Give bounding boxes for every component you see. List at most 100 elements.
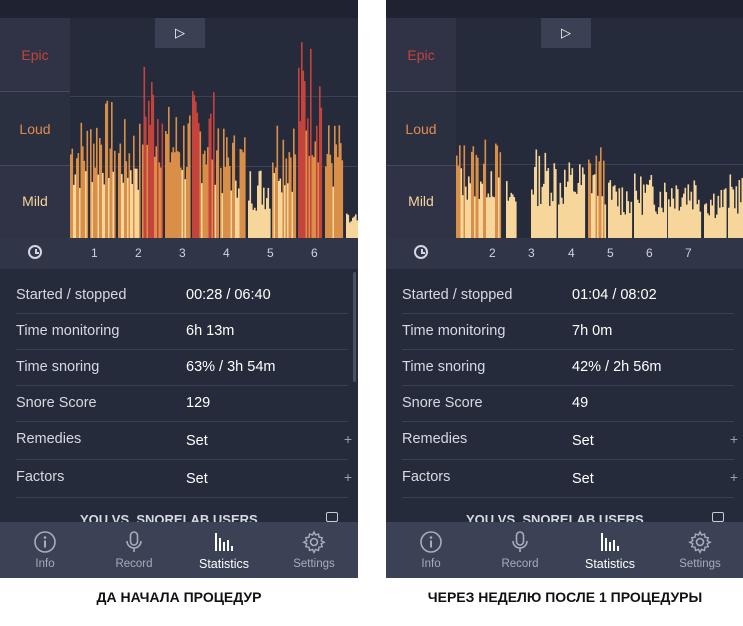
waveform-bar [158,162,161,238]
waveform-bar [634,173,636,238]
waveform-bar [561,197,563,238]
play-button[interactable]: ▷ [155,18,205,48]
scrollbar[interactable] [353,272,356,382]
waveform-bar [338,125,341,238]
waveform-bar [643,184,645,238]
waveform-bar [719,207,721,238]
stat-value: 6h 13m [186,323,235,339]
waveform-bar [279,178,282,238]
waveform-bar [127,177,129,238]
remedies-row[interactable]: Remedies Set + [402,421,738,460]
waveform-bar [205,164,208,238]
add-icon[interactable]: + [343,469,352,485]
waveform-bar [235,180,237,238]
waveform-bar [177,151,179,238]
waveform-bar [456,155,458,238]
share-icon[interactable] [712,512,724,522]
tab-info[interactable]: Info [386,522,476,578]
remedies-set-link[interactable]: Set [572,433,594,449]
waveform-bar [689,200,691,238]
waveform-bar [282,139,285,238]
waveform-bar [588,159,590,238]
waveform-bar [686,204,688,238]
add-icon[interactable]: + [729,431,738,447]
waveform-bar [707,213,709,238]
waveform-bar [169,162,172,238]
tab-record[interactable]: Record [89,522,179,578]
waveform-bar [603,160,605,238]
snore-graph[interactable] [70,18,358,238]
waveform-bar [475,154,478,238]
waveform-bar [114,150,116,238]
waveform-bar [720,190,723,238]
time-tick: 3 [528,246,535,260]
waveform-bar [266,198,268,238]
waveform-bar [125,161,128,238]
waveform-bar [316,125,318,238]
waveform-bar [352,217,354,238]
waveform-bar [553,163,556,238]
waveform-bar [483,163,485,238]
tab-label: Settings [293,558,335,570]
stat-row-monitoring: Time monitoring 6h 13m [16,313,348,350]
waveform-bar [538,155,541,238]
add-icon[interactable]: + [343,431,352,447]
tab-label: Record [501,558,539,570]
share-icon[interactable] [326,512,338,522]
waveform-bar [326,153,329,238]
waveform-bar [626,191,628,238]
waveform-bar [99,138,101,238]
waveform-bar [493,197,496,238]
tab-settings[interactable]: Settings [655,522,743,578]
remedies-set-link[interactable]: Set [186,433,208,449]
waveform-bar [549,205,551,238]
waveform-bar [148,100,150,238]
waveform-bar [534,167,536,238]
stat-row-started: Started / stopped 01:04 / 08:02 [402,277,734,314]
waveform-bar [535,149,538,238]
factors-row[interactable]: Factors Set + [402,459,738,498]
waveform-bar [155,146,158,238]
waveform-bar [568,162,571,238]
waveform-bar [640,176,642,238]
waveform-bar [248,200,250,238]
add-icon[interactable]: + [729,469,738,485]
waveform-bar [230,190,233,238]
factors-set-link[interactable]: Set [572,471,594,487]
waveform-bar [571,168,574,238]
waveform-bar [614,185,616,238]
snore-graph[interactable] [456,18,743,238]
waveform-bar [143,66,146,238]
factors-row[interactable]: Factors Set + [16,459,352,498]
waveform-bar [555,169,557,238]
waveform-bar [472,146,475,238]
remedies-row[interactable]: Remedies Set + [16,421,352,460]
tab-info[interactable]: Info [0,522,90,578]
time-tick: 7 [685,246,692,260]
stat-value: 63% / 3h 54m [186,359,276,375]
waveform-bar [466,199,469,238]
waveform-bar [161,123,164,238]
waveform-bar [672,198,675,238]
tab-statistics[interactable]: Statistics [565,522,655,578]
waveform-bar [317,162,320,238]
waveform-bar [623,212,625,238]
waveform-bar [149,124,152,238]
play-button[interactable]: ▷ [541,18,591,48]
waveform-bar [498,177,500,238]
tab-settings[interactable]: Settings [269,522,358,578]
waveform-bar [617,206,619,238]
waveform-bar [600,147,602,238]
waveform-bar [340,143,342,238]
waveform-bar [678,210,681,238]
tab-statistics[interactable]: Statistics [179,522,269,578]
time-tick: 4 [223,246,230,260]
waveform-bar [690,191,693,238]
waveform-bar [106,100,109,238]
tab-record[interactable]: Record [475,522,565,578]
stat-row-score: Snore Score 49 [402,385,734,422]
waveform-bar [83,160,86,238]
factors-set-link[interactable]: Set [186,471,208,487]
waveform-bar [91,182,94,238]
waveform-bar [105,103,107,238]
